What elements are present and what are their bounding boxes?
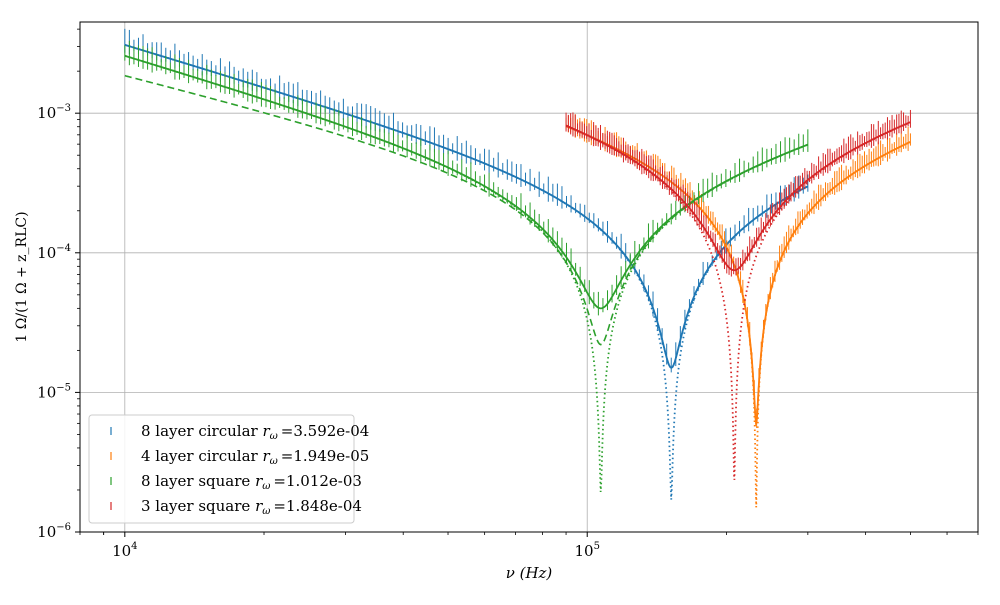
plot-frame <box>79 21 979 533</box>
axis-ticks: 104 105 10−6 10−5 10−4 10−3 <box>37 28 979 560</box>
legend-box <box>88 414 355 524</box>
legend-entry: 8 layer circular rω =3.592e-04 <box>141 422 369 442</box>
y-axis-label: 1 Ω/(1 Ω + z_RLC) <box>14 211 30 342</box>
y-tick-label: 10−4 <box>37 243 71 262</box>
x-tick-label: 104 <box>112 541 137 560</box>
legend-entry: 4 layer circular rω =1.949e-05 <box>141 447 369 467</box>
fit-line <box>124 43 809 369</box>
x-tick-label: 105 <box>574 541 599 560</box>
legend-entry: 8 layer square rω =1.012e-03 <box>141 472 362 492</box>
x-axis-label: ν (Hz) <box>506 564 553 582</box>
y-tick-label: 10−6 <box>37 522 71 541</box>
y-tick-label: 10−5 <box>37 382 71 401</box>
y-tick-label: 10−3 <box>37 103 71 122</box>
series-3 <box>124 40 809 493</box>
legend-entry: 3 layer square rω =1.848e-04 <box>141 497 362 517</box>
fit-line <box>124 54 809 310</box>
legend: 8 layer circular rω =3.592e-04 4 layer cir… <box>88 414 369 524</box>
fit-line <box>565 121 911 272</box>
series-4 <box>565 109 911 480</box>
series-layer <box>124 28 911 508</box>
